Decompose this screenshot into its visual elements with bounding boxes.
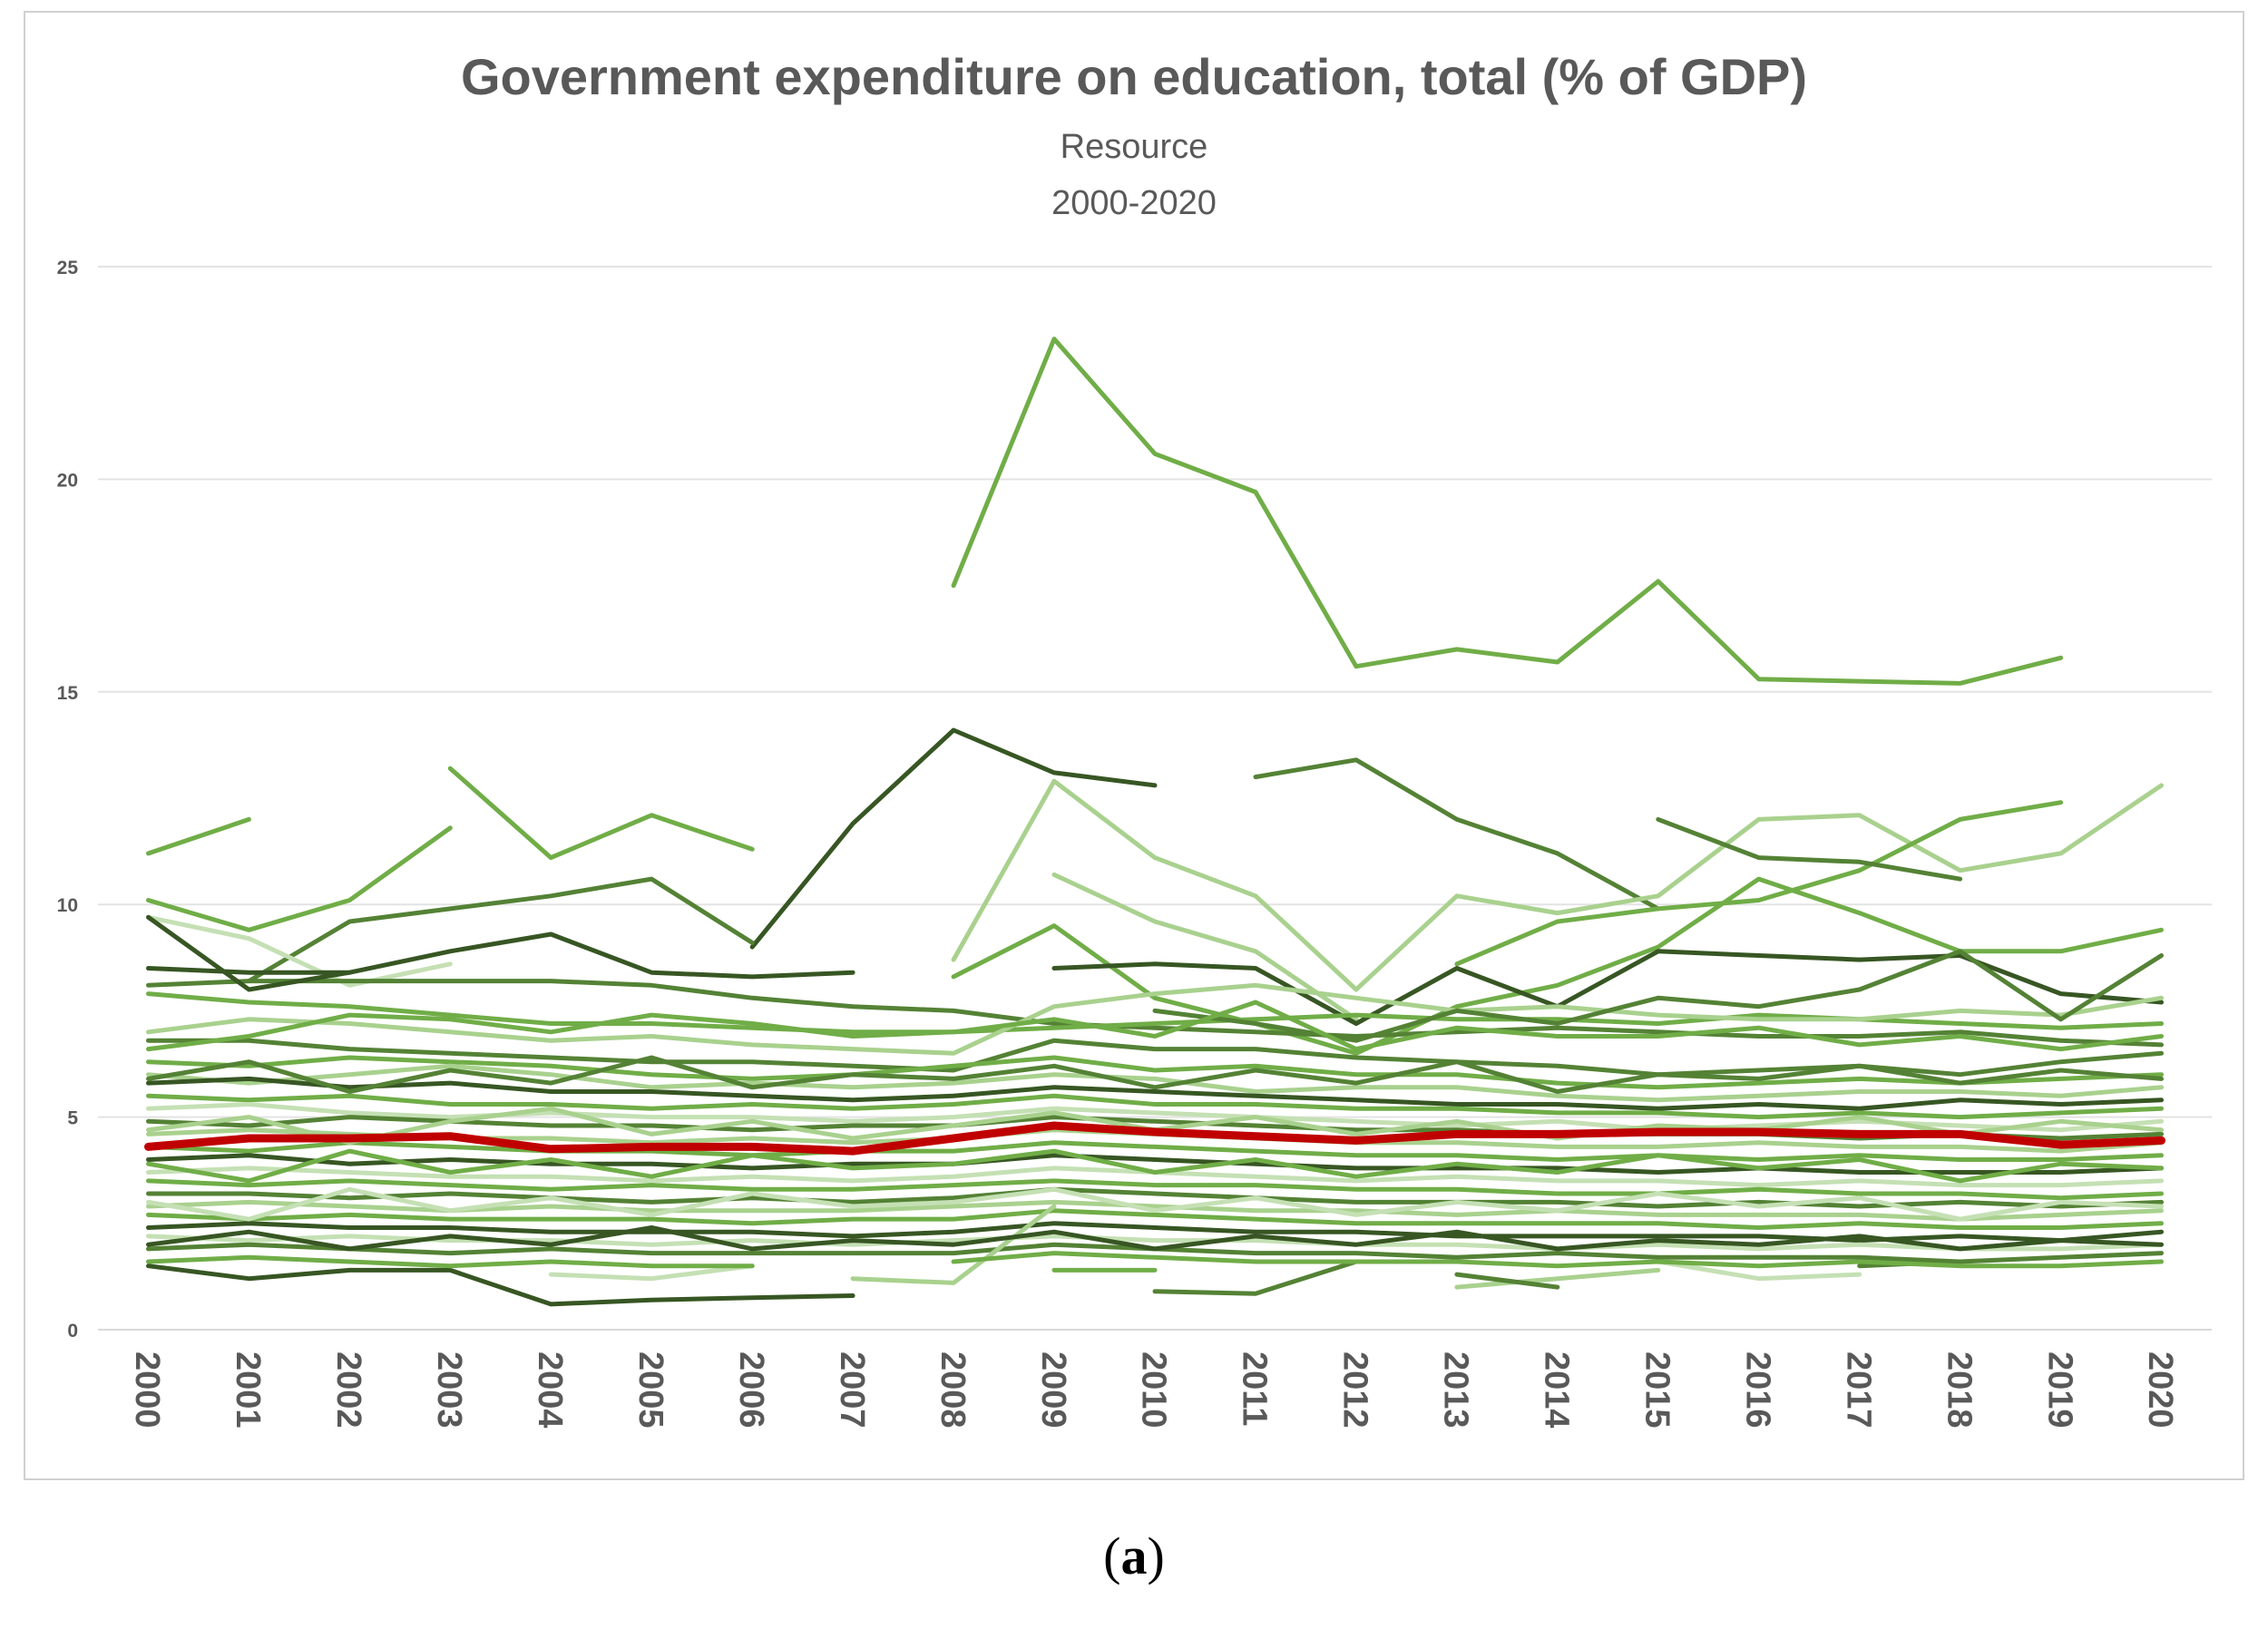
x-tick-label: 2003 <box>430 1351 468 1429</box>
series-line <box>749 727 1158 950</box>
y-tick-label: 5 <box>67 1108 78 1129</box>
series-line <box>146 1063 2164 1103</box>
x-tick-label: 2008 <box>934 1351 972 1429</box>
series-line <box>146 1178 2164 1201</box>
series-line <box>146 816 251 856</box>
series-line <box>146 1186 2164 1209</box>
chart-area: Government expenditure on education, tot… <box>24 11 2244 1480</box>
series-line <box>146 1055 2164 1094</box>
series-line <box>146 1076 2164 1111</box>
y-tick-label: 0 <box>67 1321 78 1341</box>
x-tick-label: 2014 <box>1538 1351 1576 1429</box>
series-line <box>146 1225 2164 1252</box>
caption-label: a <box>1120 1527 1148 1585</box>
series-line <box>1253 757 1661 912</box>
series-line <box>1051 872 1359 1022</box>
series-line <box>146 1055 2164 1090</box>
caption-close-paren: ) <box>1147 1527 1165 1585</box>
average-line-group <box>144 1121 2165 1156</box>
series-lines <box>146 337 2164 1307</box>
series-line <box>146 1093 2164 1120</box>
x-tick-label: 2019 <box>2040 1351 2078 1429</box>
series-line <box>951 778 2164 992</box>
series-line <box>1454 800 2064 967</box>
series-line <box>146 1153 2164 1175</box>
series-line <box>146 982 2164 1056</box>
y-tick-label: 20 <box>57 470 78 491</box>
y-tick-label: 10 <box>57 895 78 916</box>
y-tick-label: 25 <box>57 258 79 278</box>
series-line <box>447 766 755 861</box>
chart-subtitle-resource: Resource <box>1061 128 1208 166</box>
chart-subtitle-years: 2000-2020 <box>1051 184 1217 222</box>
x-tick-label: 2016 <box>1738 1351 1776 1429</box>
y-tick-label: 15 <box>57 683 79 704</box>
x-tick-label: 2009 <box>1034 1351 1072 1429</box>
series-line <box>1152 1259 1359 1296</box>
series-line <box>951 337 2064 686</box>
series-line <box>1656 816 1963 882</box>
series-line <box>146 1263 855 1307</box>
series-line <box>146 914 352 992</box>
series-line <box>146 1000 2164 1052</box>
x-tick-label: 2007 <box>833 1351 871 1429</box>
series-line <box>146 825 453 932</box>
x-tick-label: 2013 <box>1437 1351 1475 1429</box>
y-axis: 0 5 10 15 20 25 <box>57 258 79 1341</box>
chart-title: Government expenditure on education, tot… <box>461 48 1807 105</box>
x-tick-label: 2004 <box>531 1351 569 1429</box>
figure-caption: (a) <box>0 1526 2268 1586</box>
x-tick-label: 2010 <box>1135 1351 1173 1429</box>
x-tick-label: 2011 <box>1236 1351 1274 1426</box>
series-line <box>146 1140 2164 1162</box>
series-line <box>246 876 755 984</box>
x-tick-label: 2002 <box>329 1351 367 1429</box>
series-line <box>146 1148 2164 1184</box>
x-tick-label: 2017 <box>1839 1351 1877 1429</box>
x-tick-label: 2000 <box>128 1351 166 1429</box>
series-line <box>146 1186 2164 1222</box>
average-series-line <box>144 1121 2165 1156</box>
x-tick-label: 2012 <box>1336 1351 1374 1429</box>
caption-open-paren: ( <box>1103 1527 1121 1585</box>
x-tick-label: 2005 <box>631 1351 670 1429</box>
series-line <box>146 1208 2164 1230</box>
x-tick-label: 2018 <box>1940 1351 1978 1429</box>
series-line <box>146 1038 2164 1078</box>
line-chart: Government expenditure on education, tot… <box>57 48 2212 1429</box>
x-axis: 2000 2001 2002 2003 2004 2005 2006 2007 2008 2009… <box>128 1351 2179 1429</box>
series-line <box>146 914 453 988</box>
x-tick-label: 2020 <box>2141 1351 2179 1429</box>
series-line <box>548 1259 1862 1282</box>
series-line <box>146 1251 2164 1269</box>
x-tick-label: 2006 <box>732 1351 770 1429</box>
series-line <box>850 1204 1661 1290</box>
x-tick-label: 2015 <box>1637 1351 1676 1429</box>
series-line <box>146 979 2164 1048</box>
x-tick-label: 2001 <box>229 1351 267 1429</box>
series-line <box>146 1199 2164 1222</box>
